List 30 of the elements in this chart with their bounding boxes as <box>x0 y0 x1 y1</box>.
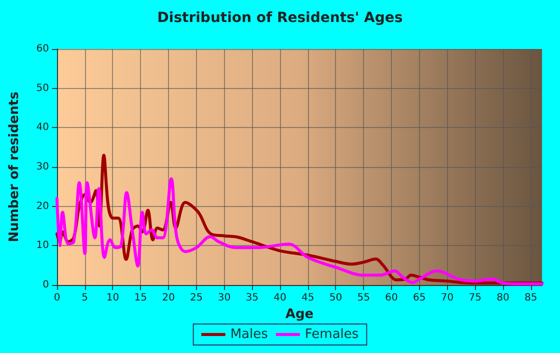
x-tick-label: 15 <box>134 292 147 304</box>
x-tick-label: 80 <box>496 292 510 304</box>
x-tick-label: 10 <box>106 292 120 304</box>
y-tick-label: 10 <box>36 240 49 252</box>
y-tick-label: 30 <box>36 162 49 172</box>
x-tick-label: 75 <box>468 292 482 304</box>
x-tick-label: 30 <box>218 292 231 304</box>
x-tick-label: 70 <box>440 292 454 304</box>
x-tick-label: 60 <box>385 292 398 304</box>
x-tick-label: 5 <box>82 292 88 304</box>
x-tick-label: 40 <box>274 292 286 304</box>
x-tick-label: 65 <box>412 292 426 304</box>
y-axis-title: Number of residents <box>7 91 22 242</box>
x-tick-label: 25 <box>190 292 203 304</box>
x-axis-title: Age <box>285 306 314 322</box>
legend-label: Females <box>304 327 359 342</box>
y-tick-label: 0 <box>42 280 49 290</box>
x-tick-label: 85 <box>524 292 538 304</box>
y-tick-label: 40 <box>36 122 49 134</box>
x-tick-label: 35 <box>246 292 258 304</box>
x-tick-label: 0 <box>54 292 60 304</box>
legend-label: Males <box>230 327 268 342</box>
x-tick-label: 50 <box>329 292 342 304</box>
y-tick-label: 60 <box>36 44 49 54</box>
x-tick-label: 45 <box>301 292 314 304</box>
x-tick-label: 20 <box>162 292 175 304</box>
x-tick-label: 55 <box>357 292 370 304</box>
chart-title: Distribution of Residents' Ages <box>157 10 403 26</box>
y-tick-label: 50 <box>36 82 49 94</box>
y-tick-label: 20 <box>36 200 49 212</box>
